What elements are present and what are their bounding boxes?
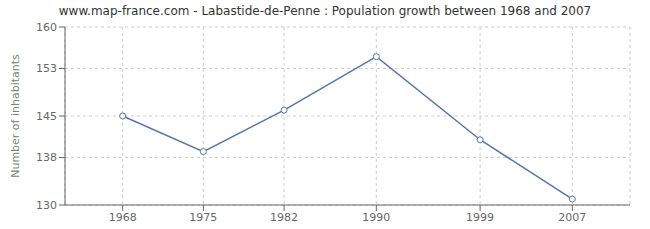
html-text:www.map-france.com - Labastide: www.map-france.com - Labastide-de-Penne … <box>58 4 592 18</box>
svg-text:145: 145 <box>36 110 57 123</box>
svg-text:1990: 1990 <box>362 211 390 224</box>
svg-text:130: 130 <box>36 199 57 212</box>
svg-text:160: 160 <box>36 22 57 34</box>
svg-text:153: 153 <box>36 62 57 75</box>
svg-text:1968: 1968 <box>109 211 137 224</box>
svg-text:1999: 1999 <box>466 211 494 224</box>
svg-text:1982: 1982 <box>270 211 298 224</box>
svg-text:1975: 1975 <box>189 211 217 224</box>
svg-text:Number of inhabitants: Number of inhabitants <box>9 54 22 178</box>
svg-text:2007: 2007 <box>558 211 586 224</box>
svg-text:138: 138 <box>36 151 57 164</box>
